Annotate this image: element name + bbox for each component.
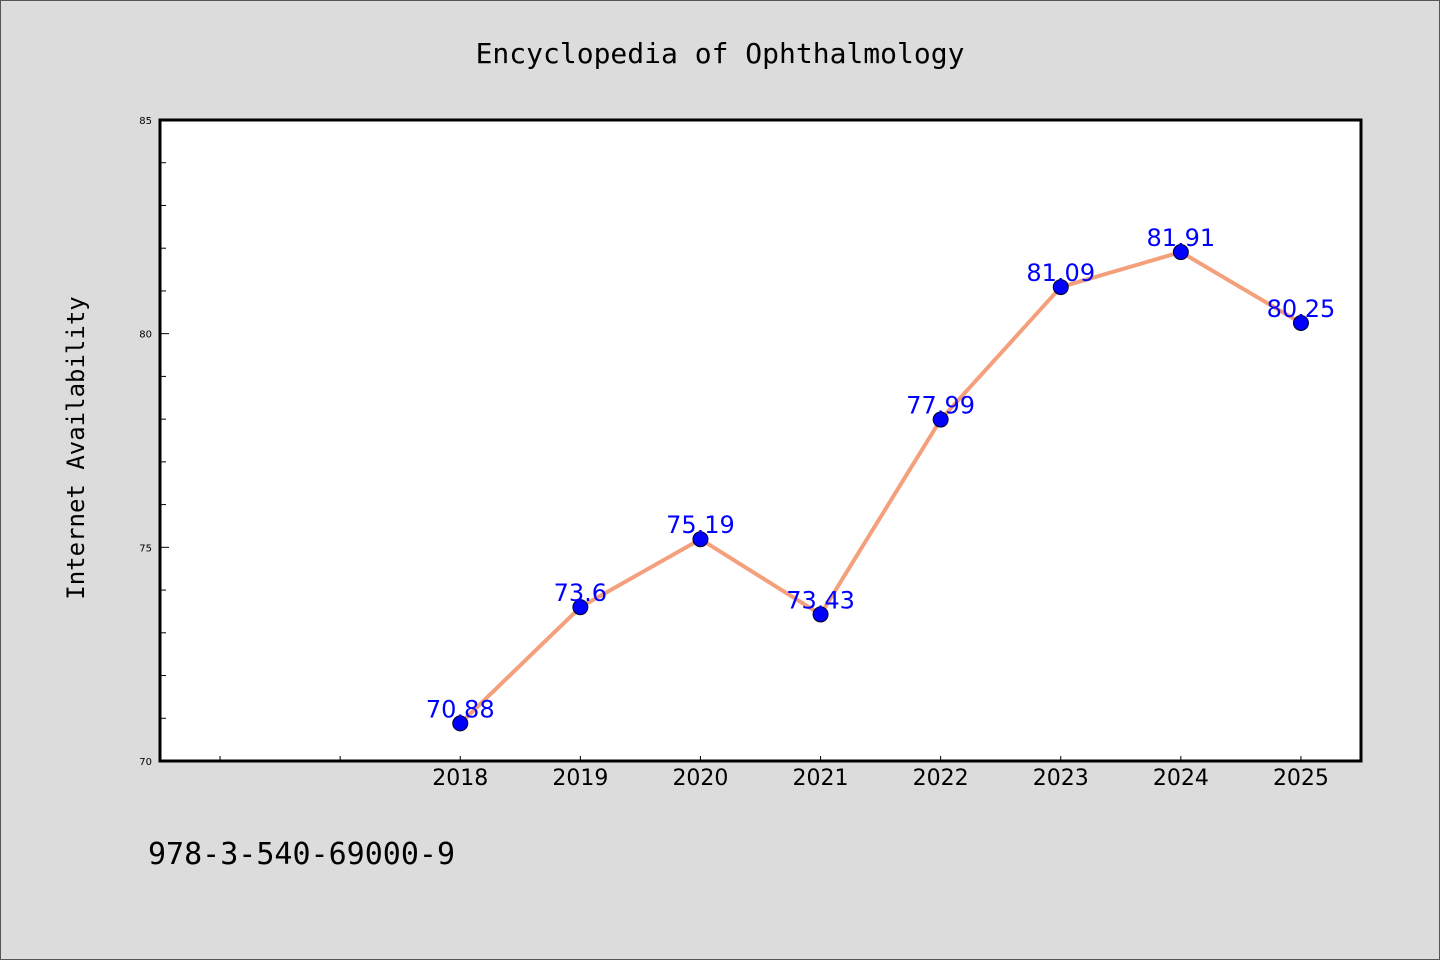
x-tick-label: 2025 <box>1273 766 1329 791</box>
data-label: 77.99 <box>906 392 975 420</box>
data-label: 70.88 <box>426 695 495 723</box>
data-label: 81.91 <box>1146 224 1215 252</box>
x-tick-label: 2019 <box>552 766 608 791</box>
data-label: 73.6 <box>554 579 607 607</box>
y-tick-label: 85 <box>139 116 152 127</box>
chart-title: Encyclopedia of Ophthalmology <box>476 37 965 70</box>
data-point <box>452 715 469 732</box>
data-point <box>572 599 589 616</box>
data-point <box>1292 314 1309 331</box>
x-axis-ticks: 2018 2019 2020 2021 2022 2023 2024 2025 <box>219 756 1329 791</box>
data-point <box>932 411 949 428</box>
data-point <box>812 606 829 623</box>
data-label: 73.43 <box>786 586 855 614</box>
x-tick-label: 2022 <box>913 766 969 791</box>
y-axis-label: Internet Availability <box>62 296 90 599</box>
series-layer: 70.88 73.6 75.19 73.43 77.99 81.09 81.91 80.25 <box>426 224 1336 732</box>
y-tick-label: 80 <box>139 330 152 341</box>
data-label: 81.09 <box>1026 259 1095 287</box>
data-point <box>692 531 709 548</box>
x-tick-label: 2023 <box>1033 766 1089 791</box>
x-tick-label: 2024 <box>1153 766 1209 791</box>
data-point <box>1052 279 1069 296</box>
y-tick-label: 75 <box>139 543 152 554</box>
y-tick-label: 70 <box>139 757 152 768</box>
isbn-footnote: 978-3-540-69000-9 <box>148 837 455 872</box>
series-line <box>458 250 1302 725</box>
x-tick-label: 2020 <box>672 766 728 791</box>
data-point <box>1172 244 1189 261</box>
x-tick-label: 2021 <box>793 766 849 791</box>
data-label: 80.25 <box>1267 295 1336 323</box>
y-axis-ticks: 70 75 80 85 <box>139 116 169 768</box>
data-label: 75.19 <box>666 511 735 539</box>
x-tick-label: 2018 <box>432 766 488 791</box>
plot-area <box>158 118 1363 763</box>
